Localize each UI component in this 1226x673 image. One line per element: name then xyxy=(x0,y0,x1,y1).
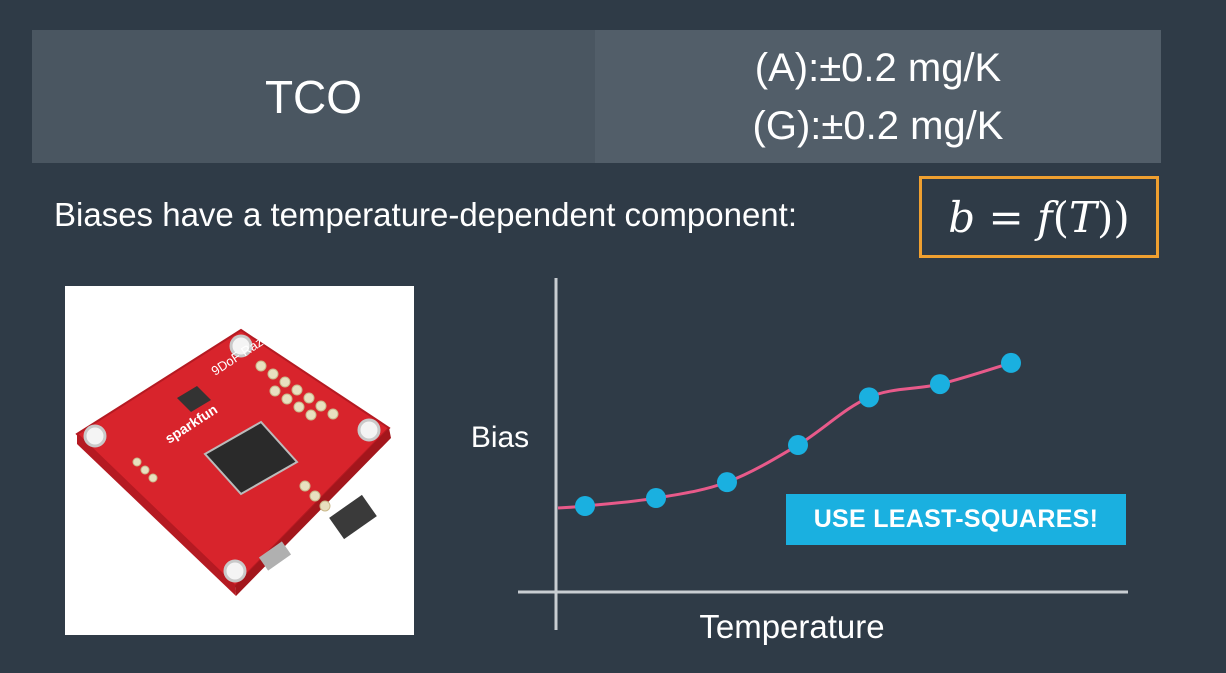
spec-label: TCO xyxy=(32,30,595,163)
y-axis-label: Bias xyxy=(471,421,529,454)
data-points xyxy=(575,352,1021,516)
sparkfun-imu-board-icon: 9DoF Razor IMU sparkfun xyxy=(75,313,391,596)
data-point-5 xyxy=(859,387,879,408)
formula-box: b = f ( T )) xyxy=(919,176,1159,258)
imu-board-photo: 9DoF Razor IMU sparkfun xyxy=(65,286,414,635)
formula-f: f xyxy=(1037,192,1053,242)
data-point-3 xyxy=(717,472,737,493)
spec-table: TCO (A):±0.2 mg/K (G):±0.2 mg/K xyxy=(32,30,1161,163)
data-point-2 xyxy=(646,488,666,509)
formula-T: T xyxy=(1068,192,1097,242)
formula-eq: = xyxy=(975,192,1038,242)
spec-value-accel: (A):±0.2 mg/K xyxy=(754,45,1002,90)
spec-value-gyro: (G):±0.2 mg/K xyxy=(752,103,1004,148)
spec-values: (A):±0.2 mg/K (G):±0.2 mg/K xyxy=(595,30,1161,163)
formula-b: b xyxy=(948,192,976,242)
data-point-6 xyxy=(930,374,950,395)
bias-statement: Biases have a temperature-dependent comp… xyxy=(54,196,797,233)
data-point-4 xyxy=(788,435,808,456)
formula-open: ( xyxy=(1052,192,1069,242)
least-squares-callout: USE LEAST-SQUARES! xyxy=(786,494,1126,545)
x-axis-label: Temperature xyxy=(699,608,884,645)
data-point-1 xyxy=(575,496,595,516)
data-point-7 xyxy=(1001,352,1021,373)
formula-close: )) xyxy=(1096,192,1130,242)
